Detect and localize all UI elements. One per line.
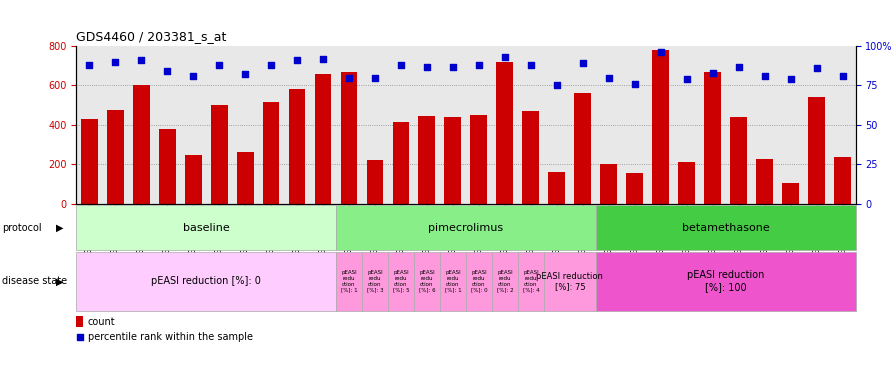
Point: [446, 63, 461, 70]
Bar: [107, 110, 124, 204]
Point: [134, 57, 149, 63]
Text: pEASI reduction [%]: 0: pEASI reduction [%]: 0: [151, 276, 261, 286]
Bar: [159, 129, 176, 204]
Bar: [366, 160, 383, 204]
Point: [836, 73, 850, 79]
Bar: [314, 74, 332, 204]
Text: betamethasone: betamethasone: [682, 222, 770, 233]
Text: pEASI
redu
ction
[%]: 0: pEASI redu ction [%]: 0: [470, 270, 487, 293]
Bar: [652, 50, 669, 204]
Point: [550, 83, 564, 89]
Point: [73, 334, 87, 340]
Text: ▶: ▶: [56, 276, 64, 286]
Bar: [834, 157, 851, 204]
Point: [706, 70, 720, 76]
Bar: [518, 252, 544, 311]
Point: [82, 62, 97, 68]
Point: [420, 63, 435, 70]
Point: [342, 74, 357, 81]
Point: [160, 68, 175, 74]
Text: ▶: ▶: [56, 222, 64, 233]
Text: count: count: [88, 316, 116, 326]
Text: GDS4460 / 203381_s_at: GDS4460 / 203381_s_at: [76, 30, 227, 43]
Bar: [808, 97, 825, 204]
Point: [628, 81, 642, 87]
Bar: [470, 115, 487, 204]
Bar: [522, 111, 539, 204]
Text: pEASI reduction
[%]: 100: pEASI reduction [%]: 100: [687, 270, 764, 292]
Bar: [496, 62, 513, 204]
Bar: [362, 252, 388, 311]
Point: [732, 63, 746, 70]
Bar: [730, 117, 747, 204]
Text: pEASI
redu
ction
[%]: 1: pEASI redu ction [%]: 1: [340, 270, 358, 293]
Bar: [414, 252, 440, 311]
Point: [498, 54, 513, 60]
Bar: [596, 252, 856, 311]
Bar: [76, 205, 336, 250]
Point: [108, 59, 123, 65]
Bar: [185, 155, 202, 204]
Bar: [756, 159, 773, 204]
Point: [758, 73, 772, 79]
Point: [524, 62, 538, 68]
Point: [784, 76, 798, 82]
Bar: [289, 89, 306, 204]
Point: [316, 56, 331, 62]
Point: [602, 74, 616, 81]
Point: [810, 65, 824, 71]
Text: pEASI
redu
ction
[%]: 5: pEASI redu ction [%]: 5: [392, 270, 409, 293]
Bar: [211, 105, 228, 204]
Bar: [444, 117, 461, 204]
Bar: [76, 316, 83, 327]
Text: pEASI
redu
ction
[%]: 3: pEASI redu ction [%]: 3: [366, 270, 383, 293]
Bar: [81, 119, 98, 204]
Bar: [544, 252, 596, 311]
Point: [680, 76, 694, 82]
Point: [238, 71, 253, 78]
Text: pimecrolimus: pimecrolimus: [428, 222, 504, 233]
Point: [264, 62, 279, 68]
Text: percentile rank within the sample: percentile rank within the sample: [88, 332, 253, 342]
Bar: [263, 102, 280, 204]
Bar: [76, 252, 336, 311]
Bar: [340, 72, 358, 204]
Bar: [678, 162, 695, 204]
Bar: [548, 172, 565, 204]
Bar: [596, 205, 856, 250]
Point: [576, 60, 590, 66]
Bar: [440, 252, 466, 311]
Text: pEASI reduction
[%]: 75: pEASI reduction [%]: 75: [537, 271, 603, 291]
Text: disease state: disease state: [2, 276, 67, 286]
Bar: [626, 173, 643, 204]
Bar: [418, 116, 435, 204]
Bar: [466, 252, 492, 311]
Text: protocol: protocol: [2, 222, 41, 233]
Bar: [574, 93, 591, 204]
Bar: [388, 252, 414, 311]
Point: [186, 73, 201, 79]
Point: [368, 74, 383, 81]
Bar: [492, 252, 518, 311]
Bar: [133, 86, 150, 204]
Point: [472, 62, 487, 68]
Bar: [336, 252, 362, 311]
Bar: [600, 164, 617, 204]
Bar: [336, 205, 596, 250]
Point: [290, 57, 305, 63]
Point: [212, 62, 227, 68]
Bar: [392, 122, 409, 204]
Point: [394, 62, 409, 68]
Text: pEASI
redu
ction
[%]: 2: pEASI redu ction [%]: 2: [496, 270, 513, 293]
Text: baseline: baseline: [183, 222, 229, 233]
Bar: [782, 183, 799, 204]
Bar: [704, 72, 721, 204]
Text: pEASI
redu
ction
[%]: 1: pEASI redu ction [%]: 1: [444, 270, 461, 293]
Text: pEASI
redu
ction
[%]: 4: pEASI redu ction [%]: 4: [522, 270, 539, 293]
Text: pEASI
redu
ction
[%]: 6: pEASI redu ction [%]: 6: [418, 270, 435, 293]
Point: [654, 49, 668, 55]
Bar: [237, 152, 254, 204]
